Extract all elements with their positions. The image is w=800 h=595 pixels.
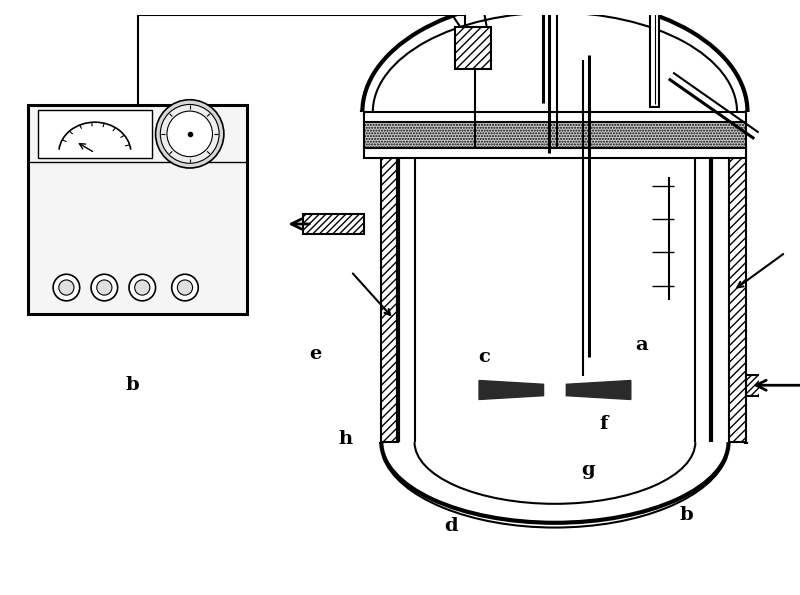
- Text: c: c: [478, 347, 490, 366]
- Bar: [746, 375, 800, 396]
- Bar: [38, 110, 152, 158]
- Bar: [650, 0, 659, 107]
- Bar: [364, 121, 746, 148]
- Circle shape: [59, 280, 74, 295]
- Circle shape: [172, 274, 198, 301]
- Bar: [364, 148, 746, 158]
- Text: b: b: [126, 376, 140, 394]
- Circle shape: [167, 111, 213, 156]
- Polygon shape: [566, 381, 631, 399]
- Text: b: b: [680, 506, 694, 524]
- Bar: [455, 27, 491, 70]
- Circle shape: [91, 274, 118, 301]
- Text: a: a: [635, 337, 648, 355]
- Circle shape: [155, 100, 224, 168]
- Text: d: d: [445, 517, 458, 535]
- Bar: [729, 148, 746, 442]
- Bar: [364, 112, 746, 121]
- Circle shape: [129, 274, 155, 301]
- Circle shape: [178, 280, 193, 295]
- Text: g: g: [582, 461, 595, 478]
- Circle shape: [134, 280, 150, 295]
- Text: e: e: [309, 345, 321, 363]
- Bar: [382, 148, 398, 442]
- Circle shape: [97, 280, 112, 295]
- Bar: [302, 214, 364, 234]
- Bar: [29, 105, 246, 314]
- Text: f: f: [599, 415, 607, 434]
- Text: h: h: [338, 430, 352, 447]
- Circle shape: [53, 274, 80, 301]
- Circle shape: [160, 105, 219, 163]
- Polygon shape: [479, 381, 543, 399]
